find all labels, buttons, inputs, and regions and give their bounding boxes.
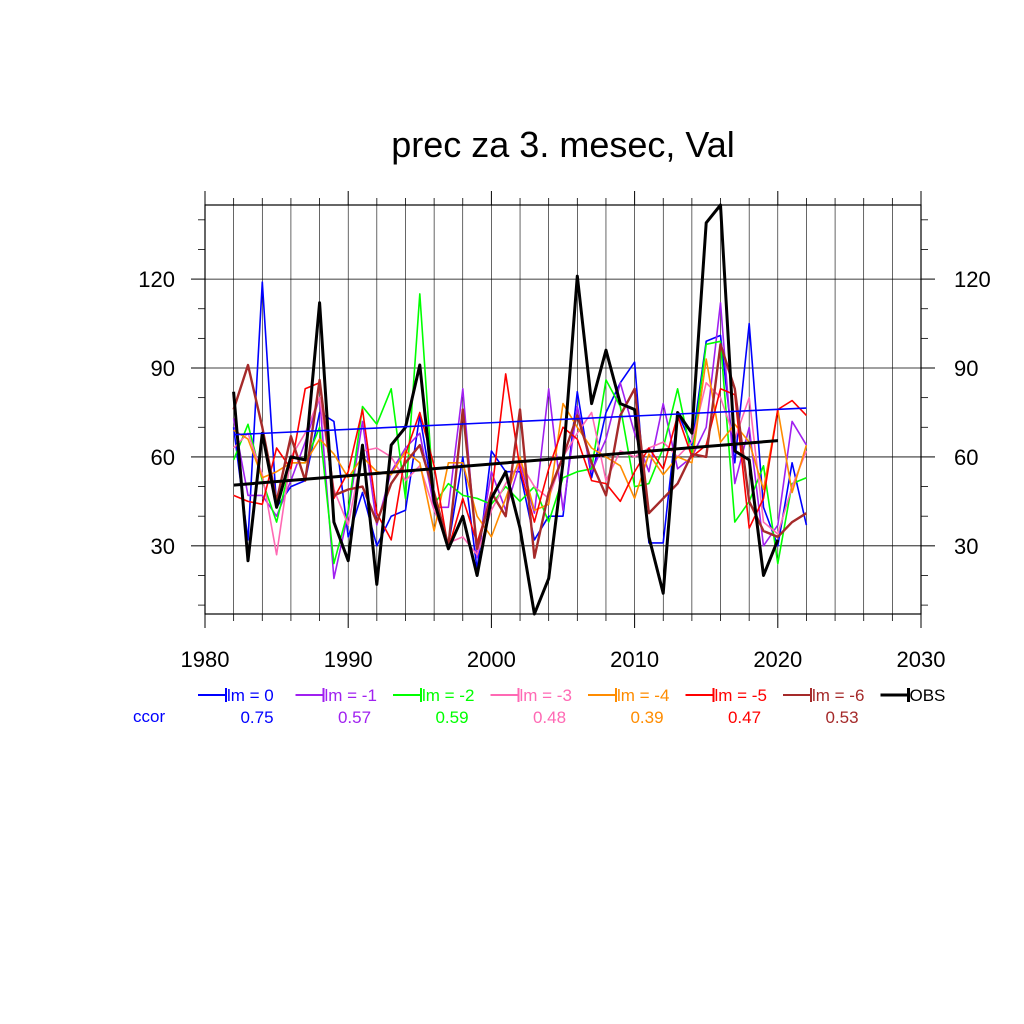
axis-ticks: 1980 1990 2000 2010 2020 2030 30 30 60 60 90 90 120 1… (138, 191, 991, 672)
trend-line-obs (233, 439, 778, 487)
legend-label: lm = -4 (617, 686, 669, 705)
y-tick-label-left: 60 (151, 445, 175, 470)
plot-border (204, 204, 922, 615)
x-tick-label: 1980 (181, 647, 230, 672)
y-tick-label-right: 90 (954, 356, 978, 381)
trend-lines (233, 407, 807, 487)
series-line-obs (232, 203, 780, 616)
plot-frame (204, 204, 922, 615)
ccor-value: 0.57 (338, 708, 371, 727)
ccor-value: 0.53 (825, 708, 858, 727)
legend-label: lm = -6 (812, 686, 864, 705)
ccor-value: 0.75 (240, 708, 273, 727)
legend-label: lm = -3 (520, 686, 572, 705)
series-line-lm2 (232, 293, 807, 565)
x-tick-label: 2030 (897, 647, 946, 672)
legend-label: OBS (910, 686, 946, 705)
y-tick-label-right: 120 (954, 267, 991, 292)
y-tick-label-left: 120 (138, 267, 175, 292)
ccor-value: 0.48 (533, 708, 566, 727)
y-tick-label-right: 60 (954, 445, 978, 470)
legend-label: lm = 0 (227, 686, 274, 705)
ccor-value: 0.59 (435, 708, 468, 727)
y-tick-label-left: 90 (151, 356, 175, 381)
chart-title: prec za 3. mesec, Val (391, 124, 734, 165)
grid (205, 205, 921, 614)
legend: lm = 0 0.75 lm = -1 0.57 lm = -2 0.59 lm = -3 0… (133, 686, 945, 727)
ccor-value: 0.47 (728, 708, 761, 727)
x-tick-label: 2000 (467, 647, 516, 672)
x-tick-label: 2010 (610, 647, 659, 672)
ccor-label: ccor (133, 707, 165, 726)
x-tick-label: 1990 (324, 647, 373, 672)
y-tick-label-left: 30 (151, 534, 175, 559)
legend-label: lm = -2 (422, 686, 474, 705)
ccor-value: 0.39 (630, 708, 663, 727)
trend-line-lm0 (233, 407, 807, 436)
legend-label: lm = -5 (715, 686, 767, 705)
legend-label: lm = -1 (325, 686, 377, 705)
y-tick-label-right: 30 (954, 534, 978, 559)
x-tick-label: 2020 (753, 647, 802, 672)
